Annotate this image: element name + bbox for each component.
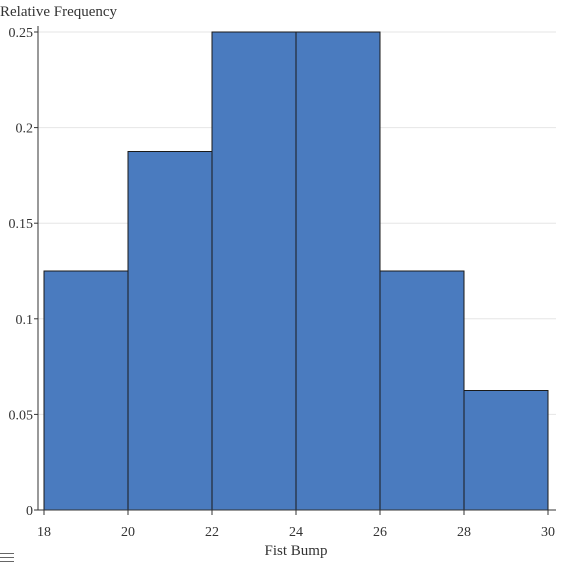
y-tick-label: 0.25 (9, 26, 34, 41)
y-tick-label: 0.05 (9, 408, 34, 423)
x-tick-label: 28 (457, 525, 471, 540)
histogram-bar (379, 270, 465, 511)
y-tick-label: 0.15 (9, 217, 34, 232)
histogram-bar (211, 31, 297, 511)
x-tick-label: 24 (289, 525, 303, 540)
histogram-bar (463, 390, 549, 511)
y-tick-label: 0.1 (16, 313, 34, 328)
x-axis-label: Fist Bump (265, 543, 328, 559)
x-tick-label: 26 (373, 525, 387, 540)
x-tick-label: 18 (37, 525, 51, 540)
y-tick-label: 0 (26, 504, 33, 519)
histogram-bar (127, 151, 213, 511)
y-tick-label: 0.2 (16, 122, 34, 137)
x-axis-ticks: 18 20 22 24 26 28 30 (37, 510, 555, 540)
y-axis-ticks: 0 0.05 0.1 0.15 0.2 0.25 (9, 26, 38, 519)
histogram-bar (43, 270, 129, 511)
histogram-bars (43, 31, 549, 511)
y-axis-label: Relative Frequency (0, 4, 118, 20)
histogram-bar (295, 31, 381, 511)
x-tick-label: 22 (205, 525, 219, 540)
hamburger-menu-icon[interactable] (0, 553, 14, 563)
axes (37, 26, 556, 511)
x-tick-label: 20 (121, 525, 135, 540)
x-tick-label: 30 (541, 525, 555, 540)
